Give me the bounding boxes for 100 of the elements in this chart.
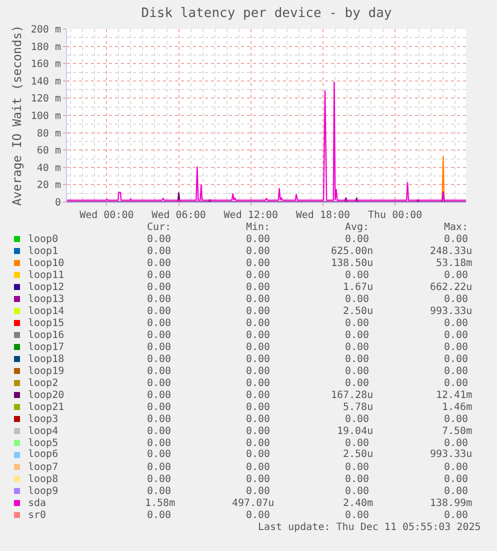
text: 0.00 xyxy=(147,510,172,521)
text: 0.00 xyxy=(246,402,270,413)
legend-label: loop3 xyxy=(28,414,58,425)
legend-label: sda xyxy=(28,498,46,509)
text: Last update: Thu Dec 11 05:55:03 2025 xyxy=(258,522,481,533)
text: 19.04u xyxy=(337,426,374,437)
text: 0.00 xyxy=(246,330,270,341)
text: Max: xyxy=(444,222,468,233)
text: 167.28u xyxy=(331,390,374,401)
legend-label: loop10 xyxy=(28,258,64,269)
legend-label: loop21 xyxy=(28,402,64,413)
text: 0.00 xyxy=(246,366,270,377)
text: 0.00 xyxy=(246,270,270,281)
text: 0.00 xyxy=(444,414,468,425)
text: 12.41m xyxy=(436,390,472,401)
y-tick-label: 180 m xyxy=(30,42,61,53)
text: 0.00 xyxy=(147,318,172,329)
text: 2.50u xyxy=(343,306,374,317)
text: 0.00 xyxy=(444,510,468,521)
text: 0.00 xyxy=(246,486,270,497)
text: 0.00 xyxy=(147,306,172,317)
text: 0.00 xyxy=(147,270,172,281)
text: 0.00 xyxy=(444,486,468,497)
text: 0.00 xyxy=(246,378,270,389)
text: 0.00 xyxy=(147,390,172,401)
legend-label: loop9 xyxy=(28,486,58,497)
text: 0.00 xyxy=(147,462,172,473)
legend-label: loop2 xyxy=(28,378,58,389)
x-tick-label: Wed 00:00 xyxy=(80,210,134,221)
text: 0.00 xyxy=(345,510,370,521)
legend-label: loop18 xyxy=(28,354,64,365)
text: 0.00 xyxy=(246,510,270,521)
text: 0.00 xyxy=(444,462,468,473)
text: 0.00 xyxy=(147,258,172,269)
legend-label: loop5 xyxy=(28,438,58,449)
text: Min: xyxy=(246,222,270,233)
text: 0.00 xyxy=(147,342,172,353)
legend-label: loop8 xyxy=(28,474,58,485)
text: 0.00 xyxy=(147,438,172,449)
text: 0.00 xyxy=(345,378,370,389)
legend-label: loop11 xyxy=(28,270,64,281)
text: 0.00 xyxy=(246,282,270,293)
legend-label: loop20 xyxy=(28,390,64,401)
text: 0.00 xyxy=(246,426,270,437)
text: Avg: xyxy=(345,222,370,233)
text: 0.00 xyxy=(147,330,172,341)
text: 2.50u xyxy=(343,449,374,460)
legend-label: loop17 xyxy=(28,342,64,353)
y-tick-label: 20 m xyxy=(36,180,61,192)
text: 0.00 xyxy=(246,294,270,305)
text: 0.00 xyxy=(444,318,468,329)
y-tick-label: 140 m xyxy=(30,76,61,88)
legend-label: loop6 xyxy=(28,449,58,460)
legend-label: loop7 xyxy=(28,462,58,473)
legend-label: loop14 xyxy=(28,306,64,317)
text: 0.00 xyxy=(246,246,270,257)
text: 0.00 xyxy=(147,354,172,365)
text: 0.00 xyxy=(246,306,270,317)
y-tick-label: 0 xyxy=(54,198,61,208)
y-tick-label: 160 m xyxy=(30,59,61,70)
legend-label: loop12 xyxy=(28,282,64,293)
text: 0.00 xyxy=(444,378,468,389)
y-tick-label: 100 m xyxy=(30,111,61,122)
y-axis-title: Average IO Wait (seconds) xyxy=(10,25,24,206)
text: 0.00 xyxy=(444,354,468,365)
x-tick-label: Wed 06:00 xyxy=(152,210,206,221)
text: 0.00 xyxy=(147,402,172,413)
text: 0.00 xyxy=(147,414,172,425)
legend-label: sr0 xyxy=(28,510,46,521)
text: 138.99m xyxy=(430,498,472,509)
chart-title: Disk latency per device - by day xyxy=(141,6,392,22)
text: 0.00 xyxy=(345,486,370,497)
text: 993.33u xyxy=(430,306,472,317)
text: 0.00 xyxy=(246,449,270,460)
legend-label: loop16 xyxy=(28,330,64,341)
text: 0.00 xyxy=(345,354,370,365)
x-tick-label: Wed 18:00 xyxy=(296,210,350,221)
y-tick-label: 40 m xyxy=(36,162,61,174)
text: 0.00 xyxy=(345,462,370,473)
text: 0.00 xyxy=(444,342,468,353)
text: 0.00 xyxy=(147,294,172,305)
text: 0.00 xyxy=(246,234,270,245)
text: 7.50m xyxy=(442,426,472,437)
text: 497.07u xyxy=(232,498,274,509)
text: 0.00 xyxy=(246,474,270,485)
x-tick-label: Wed 12:00 xyxy=(224,210,278,221)
text: 0.00 xyxy=(147,426,172,437)
text: 0.00 xyxy=(246,318,270,329)
text: 0.00 xyxy=(147,474,172,485)
text: 0.00 xyxy=(246,390,270,401)
text: 0.00 xyxy=(147,486,172,497)
text: 0.00 xyxy=(345,438,370,449)
text: 0.00 xyxy=(246,258,270,269)
text: 625.00n xyxy=(331,246,374,257)
text: 0.00 xyxy=(246,342,270,353)
text: 248.33u xyxy=(430,246,472,257)
text: 0.00 xyxy=(444,234,468,245)
text: 0.00 xyxy=(345,342,370,353)
legend-label: loop13 xyxy=(28,294,64,305)
legend-label: loop1 xyxy=(28,246,58,257)
